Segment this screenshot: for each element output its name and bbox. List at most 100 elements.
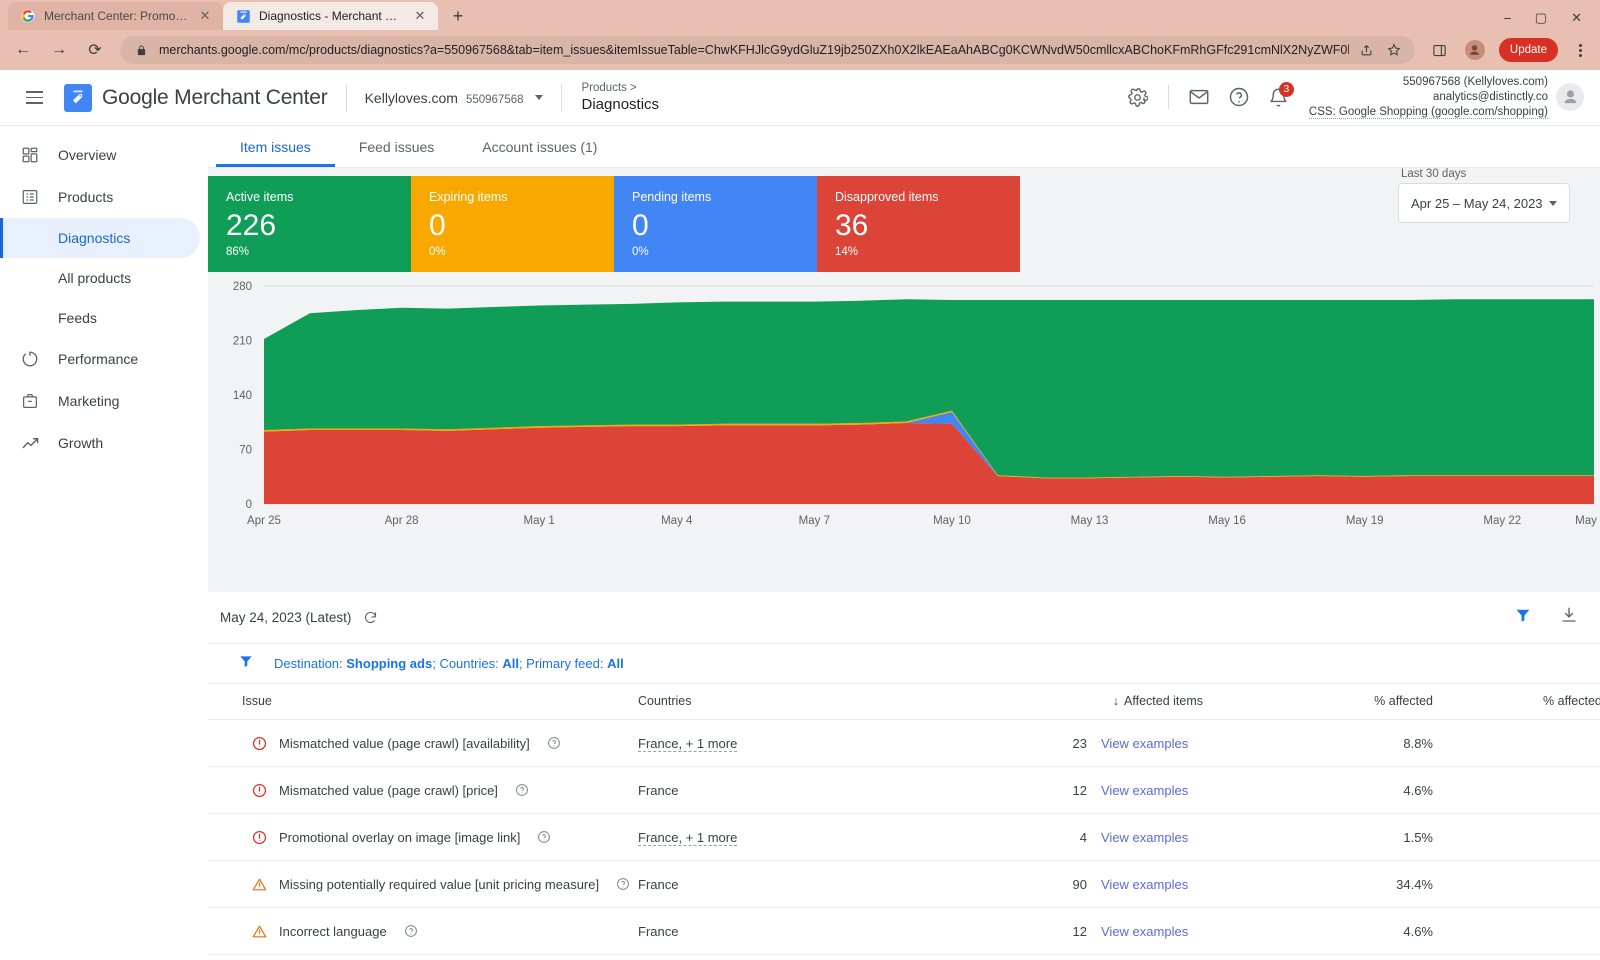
table-row[interactable]: Incorrect language France 12 View examples 4…: [208, 907, 1600, 955]
view-examples-link[interactable]: View examples: [1101, 923, 1189, 939]
close-icon[interactable]: ✕: [414, 8, 426, 23]
back-arrow-icon[interactable]: ←: [15, 41, 31, 58]
maximize-button[interactable]: ▢: [1534, 10, 1548, 25]
browser-tab-title: Diagnostics - Merchant Center: [259, 9, 404, 23]
countries-value[interactable]: France, + 1 more: [638, 735, 738, 752]
card-disapproved-items[interactable]: Disapproved items 36 14%: [817, 176, 1020, 272]
sidebar-item-all-products[interactable]: All products: [0, 258, 200, 298]
help-icon[interactable]: [537, 830, 551, 844]
address-bar[interactable]: merchants.google.com/mc/products/diagnos…: [120, 36, 1415, 64]
table-row[interactable]: Missing potentially required value [unit…: [208, 860, 1600, 908]
view-examples-link[interactable]: View examples: [1101, 829, 1189, 845]
refresh-icon[interactable]: [363, 610, 378, 625]
cell-issue: Promotional overlay on image [image link…: [208, 813, 638, 861]
issue-name[interactable]: Incorrect language: [279, 923, 387, 939]
issue-name[interactable]: Mismatched value (page crawl) [availabil…: [279, 735, 530, 751]
star-icon[interactable]: [1385, 41, 1403, 59]
avatar[interactable]: [1556, 83, 1584, 112]
filter-icon[interactable]: [238, 653, 254, 674]
svg-text:280: 280: [233, 281, 252, 293]
forward-arrow-icon[interactable]: →: [51, 41, 67, 58]
mail-icon[interactable]: [1179, 77, 1219, 117]
browser-tab-2[interactable]: Diagnostics - Merchant Center ✕: [223, 2, 438, 30]
share-icon[interactable]: [1358, 41, 1376, 59]
chart-x-tick: May 19: [1346, 515, 1384, 527]
sidebar-item-diagnostics[interactable]: Diagnostics: [0, 218, 200, 258]
chevron-down-icon: [534, 95, 543, 100]
card-expiring-items[interactable]: Expiring items 0 0%: [411, 176, 614, 272]
update-button[interactable]: Update: [1498, 38, 1558, 62]
card-pending-items[interactable]: Pending items 0 0%: [614, 176, 817, 272]
browser-tab-1[interactable]: Merchant Center: Promote Produ ✕: [8, 2, 223, 30]
sidebar-item-feeds[interactable]: Feeds: [0, 298, 200, 338]
sidebar-item-overview[interactable]: Overview: [0, 134, 200, 176]
tab-account-issues[interactable]: Account issues (1): [458, 126, 621, 167]
browser-tabstrip: Merchant Center: Promote Produ ✕ Diagnos…: [0, 0, 1600, 30]
side-panel-icon[interactable]: [1429, 39, 1451, 61]
card-value: 226: [226, 209, 277, 242]
help-icon[interactable]: [616, 877, 630, 891]
chevron-down-icon: [1549, 200, 1557, 206]
tab-item-issues[interactable]: Item issues: [216, 126, 335, 167]
sidebar-item-label: Growth: [58, 435, 104, 451]
app-body: Overview Products Diagnostics All produc…: [0, 126, 1600, 960]
cell-countries: France, + 1 more: [638, 813, 938, 861]
tab-label: Account issues (1): [482, 138, 598, 155]
view-examples-link[interactable]: View examples: [1101, 782, 1189, 798]
issue-name[interactable]: Missing potentially required value [unit…: [279, 876, 600, 892]
sidebar-item-performance[interactable]: Performance: [0, 338, 200, 380]
column-header-pct-affected[interactable]: % affected: [1203, 684, 1433, 720]
help-icon[interactable]: [547, 736, 561, 750]
close-window-button[interactable]: ✕: [1571, 10, 1582, 25]
browser-menu-icon[interactable]: [1572, 43, 1588, 57]
tab-feed-issues[interactable]: Feed issues: [335, 126, 458, 167]
view-examples-link[interactable]: View examples: [1101, 735, 1189, 751]
table-row[interactable]: Limited performance due to missing ident…: [208, 954, 1600, 960]
filter-chip[interactable]: Destination: Shopping ads; Countries: Al…: [274, 656, 624, 671]
minimize-button[interactable]: ⎯: [1504, 10, 1511, 25]
card-active-items[interactable]: Active items 226 86%: [208, 176, 411, 272]
issue-name[interactable]: Promotional overlay on image [image link…: [279, 829, 521, 845]
table-row[interactable]: Mismatched value (page crawl) [price] Fra…: [208, 766, 1600, 814]
column-header-issue[interactable]: Issue: [208, 684, 638, 720]
window-controls: ⎯ ▢ ✕: [1504, 10, 1600, 30]
column-header-pct-affected-past-clicks[interactable]: % affected past clicks: [1433, 684, 1600, 720]
merchant-center-icon: [235, 8, 251, 24]
filter-icon[interactable]: [1514, 606, 1532, 629]
account-selector[interactable]: Kellyloves.com 550967568: [365, 90, 543, 106]
download-icon[interactable]: [1560, 606, 1578, 629]
help-icon[interactable]: [1219, 77, 1259, 117]
date-range-select[interactable]: Apr 25 – May 24, 2023: [1398, 183, 1570, 223]
help-icon[interactable]: [515, 783, 529, 797]
column-header-countries[interactable]: Countries: [638, 684, 938, 720]
close-icon[interactable]: ✕: [199, 8, 211, 23]
affected-count: 12: [1072, 923, 1087, 939]
view-examples-link[interactable]: View examples: [1101, 876, 1189, 892]
countries-value[interactable]: France, + 1 more: [638, 829, 738, 846]
menu-icon[interactable]: [14, 78, 54, 118]
breadcrumb-parent[interactable]: Products: [581, 82, 627, 94]
avatar[interactable]: [1464, 40, 1485, 60]
user-css-line: CSS: Google Shopping (google.com/shoppin…: [1308, 106, 1548, 120]
sidebar-item-growth[interactable]: Growth: [0, 422, 200, 464]
new-tab-button[interactable]: +: [452, 5, 464, 26]
items-status-chart[interactable]: 0 70 140 210 280 Apr 25 Apr 28 May 1 May 4 May 7 M…: [208, 272, 1600, 592]
column-header-affected-items[interactable]: ↓ Affected items: [938, 684, 1203, 720]
cell-countries: France: [638, 860, 938, 908]
reload-icon[interactable]: ⟳: [88, 42, 102, 59]
help-icon[interactable]: [404, 924, 418, 938]
user-info: 550967568 (Kellyloves.com) analytics@dis…: [1308, 75, 1548, 121]
merchant-center-logo[interactable]: Google Merchant Center: [64, 83, 328, 112]
browser-omnibar: ← → ⟳ merchants.google.com/mc/products/d…: [0, 30, 1600, 70]
notifications-icon[interactable]: 3: [1259, 77, 1299, 117]
table-row[interactable]: Mismatched value (page crawl) [availabil…: [208, 719, 1600, 767]
warning-icon: [252, 924, 267, 939]
table-row[interactable]: Promotional overlay on image [image link…: [208, 813, 1600, 861]
issue-name[interactable]: Mismatched value (page crawl) [price]: [279, 782, 498, 798]
gear-icon[interactable]: [1118, 77, 1158, 117]
sidebar-item-products[interactable]: Products: [0, 176, 200, 218]
chart-area-disapproved-items: [264, 423, 1594, 504]
browser-tab-title: Merchant Center: Promote Produ: [44, 9, 189, 23]
sidebar-item-marketing[interactable]: Marketing: [0, 380, 200, 422]
cell-affected-items: 4 View examples: [938, 813, 1203, 861]
